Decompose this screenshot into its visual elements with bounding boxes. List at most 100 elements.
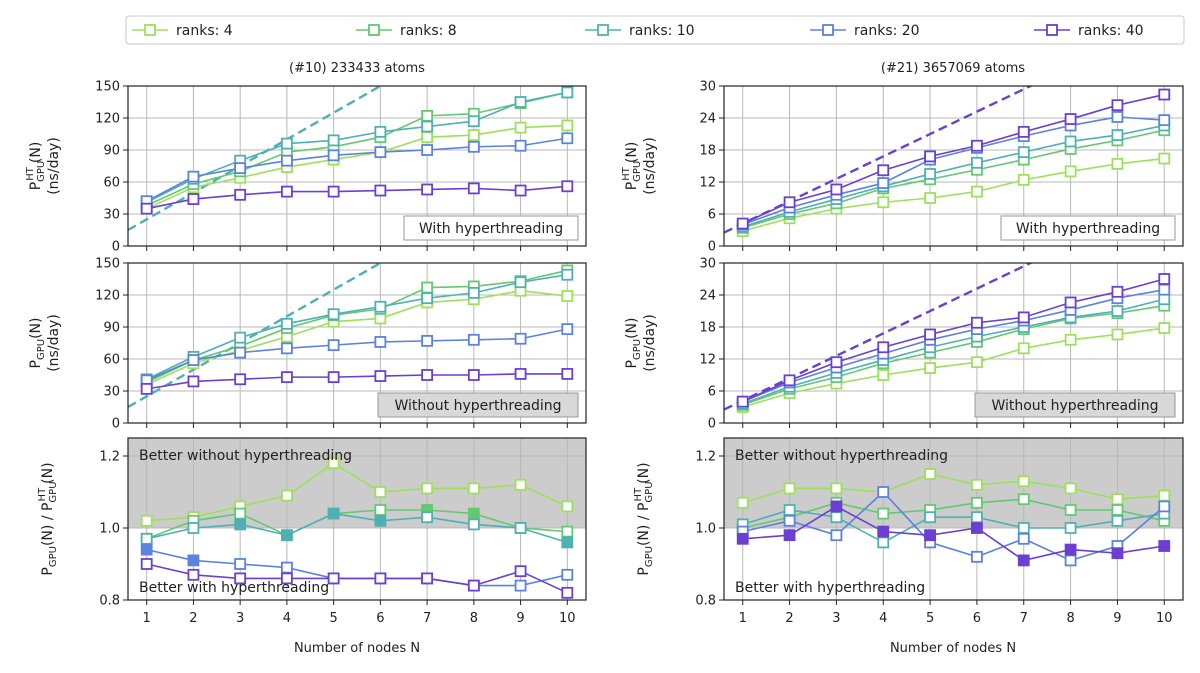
series-line — [146, 185, 568, 210]
data-point — [374, 504, 387, 516]
y-tick-label: 0 — [708, 417, 716, 432]
data-point — [374, 184, 387, 197]
data-point — [561, 568, 574, 581]
data-point — [1158, 152, 1171, 165]
data-point — [1158, 293, 1171, 306]
panel-b_ht: 0 6 12 18 24 30 With hyperthreading — [699, 80, 1184, 255]
data-point — [877, 486, 890, 498]
data-point — [830, 529, 843, 542]
data-point — [1158, 489, 1171, 502]
series-line — [146, 289, 568, 386]
data-point — [421, 369, 434, 381]
data-point — [514, 139, 527, 152]
data-point — [374, 572, 387, 585]
series-line — [742, 509, 1165, 544]
x-tick-label: 1 — [739, 611, 747, 626]
ideal-scaling-line — [128, 263, 383, 409]
data-point — [421, 281, 434, 294]
series-3 — [140, 86, 574, 209]
data-point — [234, 331, 247, 344]
ylabel-unit: (ns/day) — [46, 314, 62, 372]
x-tick-label: 9 — [516, 611, 524, 626]
series-5 — [736, 273, 1171, 408]
data-point — [327, 371, 340, 384]
data-point — [1111, 514, 1124, 527]
data-point — [1111, 504, 1124, 516]
data-point — [187, 554, 200, 567]
y-tick-label: 30 — [699, 80, 716, 95]
series-3 — [140, 507, 574, 549]
ylabel-unit: (ns/day) — [642, 314, 658, 372]
ideal-scaling-line — [724, 263, 1034, 411]
y-tick-label: 18 — [699, 321, 716, 336]
legend-label-5: ranks: 40 — [1078, 23, 1144, 39]
data-point — [280, 185, 293, 198]
series-1 — [140, 119, 574, 215]
axes-frame — [127, 85, 587, 247]
data-point — [187, 568, 200, 581]
series-line — [146, 124, 568, 210]
data-point — [140, 202, 153, 215]
series-line — [146, 373, 568, 390]
x-tick-label: 3 — [236, 611, 244, 626]
data-point — [783, 504, 796, 516]
data-point — [783, 196, 796, 209]
data-point — [280, 154, 293, 167]
y-axis-labels: PGPUHT(N) (ns/day) PGPUHT(N) (ns/day)PGPU(N… — [25, 137, 658, 575]
y-tick-label: 6 — [708, 208, 716, 223]
data-point — [327, 185, 340, 198]
x-tick-label: 4 — [879, 611, 887, 626]
data-point — [1017, 532, 1030, 545]
data-point — [421, 120, 434, 133]
data-point — [877, 536, 890, 549]
data-point — [1017, 125, 1030, 138]
data-point — [140, 514, 153, 527]
ylabel-main: PGPUHT(N) — [25, 142, 47, 191]
data-point — [467, 579, 480, 592]
data-point — [1064, 482, 1077, 495]
data-point — [1158, 322, 1171, 334]
y-tick-label: 24 — [699, 112, 716, 127]
data-point — [561, 586, 574, 599]
label-better-with: Better with hyperthreading — [735, 580, 925, 596]
data-point — [234, 162, 247, 175]
data-point — [736, 395, 749, 408]
ylabel-ratio: PGPU(N) / PGPUHT(N) — [633, 462, 655, 575]
x-tick-label: 6 — [376, 611, 384, 626]
ylabel-a-ratio: PGPU(N) / PGPUHT(N) — [37, 462, 59, 575]
data-point — [234, 558, 247, 570]
data-point — [374, 300, 387, 313]
data-point — [1064, 333, 1077, 346]
y-tick-label: 1.2 — [695, 450, 716, 465]
x-tick-label: 3 — [832, 611, 840, 626]
data-point — [1111, 285, 1124, 298]
series-line — [146, 137, 568, 202]
legend-label-4: ranks: 20 — [854, 23, 920, 39]
data-point — [234, 507, 247, 520]
x-tick-label: 4 — [283, 611, 291, 626]
panel-b_noht: 0 6 12 18 24 30 Without hyperthreading — [699, 257, 1184, 432]
data-point — [514, 96, 527, 108]
y-tick-label: 1.2 — [99, 450, 120, 465]
panel-a_noht: 0 30 60 90 120 150 Without hyperthreading — [95, 257, 587, 432]
legend-frame — [125, 15, 1185, 45]
data-point — [187, 354, 200, 366]
data-point — [924, 468, 936, 480]
y-tick-label: 120 — [95, 112, 120, 127]
data-point — [467, 140, 480, 153]
data-point — [736, 217, 749, 230]
x-tick-label: 2 — [785, 611, 793, 626]
series-line — [742, 93, 1165, 225]
data-point — [971, 356, 983, 369]
y-tick-label: 150 — [95, 80, 120, 95]
x-tick-label: 5 — [926, 611, 934, 626]
data-point — [280, 342, 293, 355]
data-point — [514, 522, 527, 534]
series-line — [742, 129, 1165, 229]
series-line — [146, 269, 568, 384]
data-point — [327, 507, 340, 520]
data-point — [514, 579, 527, 592]
y-tick-label: 12 — [699, 176, 716, 191]
data-point — [1064, 504, 1077, 516]
legend: ranks: 4 ranks: 8 ranks: 10 ranks: 20 ranks:… — [125, 15, 1185, 45]
